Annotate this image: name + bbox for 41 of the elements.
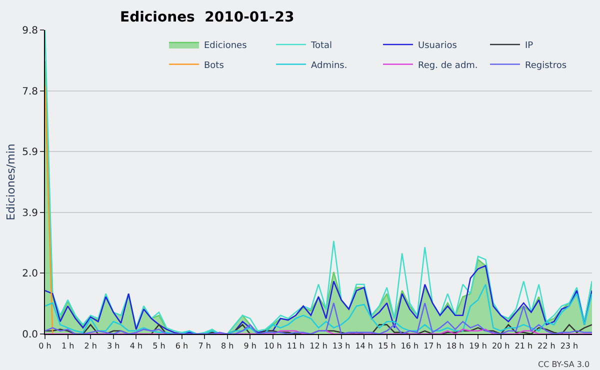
x-tick-label: 13 h [332,342,350,351]
x-tick-label: 2 h [84,342,97,351]
x-tick-label: 11 h [286,342,305,351]
legend-label: Ediciones [204,41,248,52]
x-tick-label: 12 h [310,342,328,351]
x-tick-label: 8 h [220,342,234,351]
y-tick-label: 5.9 [22,147,38,158]
y-axis-title: Ediciones/min [4,144,18,220]
y-tick-label: 3.9 [22,208,38,219]
legend-label: Admins. [311,60,348,71]
x-tick-label: 9 h [244,342,256,351]
x-tick-label: 19 h [469,342,487,351]
x-tick-label: 20 h [492,342,510,351]
legend-label: Bots [204,60,224,71]
legend-label: IP [525,41,534,52]
y-tick-label: 7.8 [22,86,38,98]
x-tick-label: 4 h [130,342,143,351]
y-tick-label: 9.8 [22,26,38,36]
x-tick-label: 15 h [378,342,396,351]
x-tick-label: 23 h [560,342,578,351]
y-tick-label: 2.0 [22,268,38,280]
x-tick-label: 1 h [61,342,74,351]
legend-label: Usuarios [418,41,458,52]
x-tick-label: 16 h [400,342,419,351]
x-tick-label: 21 h [514,342,533,351]
x-tick-label: 10 h [264,342,282,351]
x-tick-label: 17 h [424,342,442,351]
x-tick-label: 0 h [38,342,52,351]
legend-label: Total [310,41,332,52]
x-tick-label: 22 h [538,342,556,351]
legend-label: Registros [525,60,567,71]
chart-title: Ediciones 2010-01-23 [120,10,294,26]
x-tick-label: 6 h [175,342,188,351]
y-tick-label: 0.0 [22,330,38,340]
x-tick-label: 3 h [107,342,120,351]
legend-label: Reg. de adm. [418,60,478,71]
text: CC BY-SA 3.0 [538,360,590,369]
x-tick-label: 7 h [198,342,211,351]
x-tick-label: 5 h [152,342,166,351]
x-tick-label: 14 h [355,342,373,351]
x-tick-label: 18 h [446,342,464,351]
